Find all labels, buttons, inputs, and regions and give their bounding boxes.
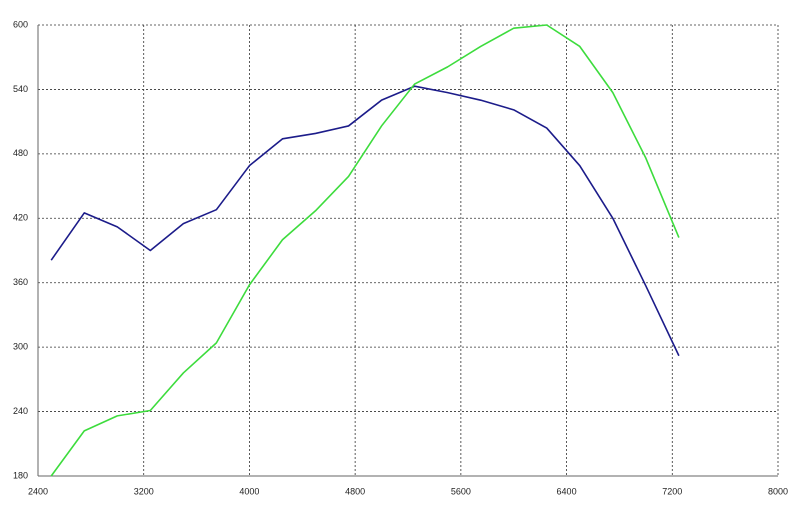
data-line (50, 85, 680, 357)
x-tick-label: 8000 (768, 486, 788, 496)
y-tick-label: 240 (13, 406, 28, 416)
y-tick-label: 180 (13, 470, 28, 480)
y-tick-label: 360 (13, 277, 28, 287)
x-tick-label: 4800 (345, 486, 365, 496)
x-tick-label: 2400 (28, 486, 48, 496)
y-tick-label: 300 (13, 342, 28, 352)
y-tick-label: 540 (13, 84, 28, 94)
x-tick-label: 3200 (134, 486, 154, 496)
x-tick-label: 4000 (239, 486, 259, 496)
y-tick-label: 480 (13, 148, 28, 158)
x-tick-label: 7200 (662, 486, 682, 496)
data-line (50, 24, 680, 477)
y-tick-label: 420 (13, 213, 28, 223)
x-tick-label: 5600 (451, 486, 471, 496)
y-tick-label: 600 (13, 19, 28, 29)
x-tick-label: 6400 (557, 486, 577, 496)
